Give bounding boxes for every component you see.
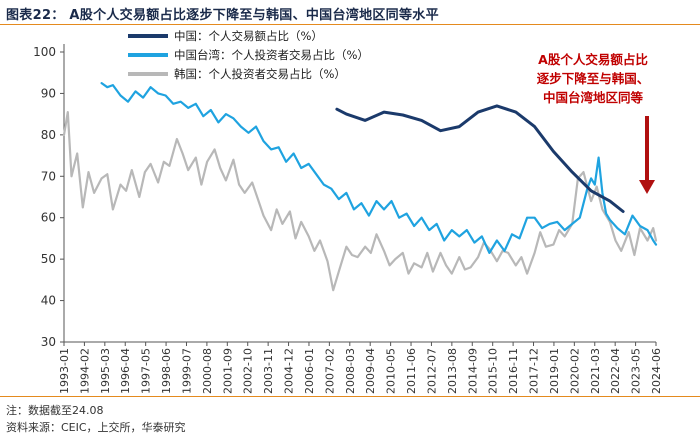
x-tick-label: 2014-09: [466, 348, 479, 394]
x-tick-label: 2000-08: [201, 348, 214, 394]
y-tick-label: 30: [41, 335, 56, 349]
x-tick-label: 1997-05: [140, 348, 153, 394]
annotation-line-1: 逐步下降至与韩国、: [537, 71, 650, 86]
chart-annotation: A股个人交易额占比逐步下降至与韩国、中国台湾地区同等: [537, 52, 655, 194]
y-tick-label: 90: [41, 86, 56, 100]
x-tick-label: 2008-03: [344, 348, 357, 394]
y-tick-label: 100: [33, 45, 56, 59]
x-tick-label: 2012-07: [425, 348, 438, 394]
x-tick-label: 2019-01: [548, 348, 561, 394]
annotation-arrow-head: [639, 180, 655, 194]
chart-lines: [62, 81, 658, 292]
x-tick-label: 2002-10: [242, 348, 255, 394]
title-divider: [0, 24, 700, 25]
y-tick-label: 50: [41, 252, 56, 266]
legend-label-0: 中国：个人交易额占比（%）: [174, 29, 323, 43]
x-tick-label: 2022-04: [609, 348, 622, 394]
footer-divider: [0, 396, 700, 397]
x-tick-label: 2016-11: [507, 348, 520, 394]
x-tick-label: 2013-08: [446, 348, 459, 394]
annotation-line-0: A股个人交易额占比: [538, 52, 648, 67]
source-note: 资料来源：CEIC，上交所，华泰研究: [6, 421, 186, 434]
footnote: 注：数据截至24.08: [6, 404, 104, 417]
x-tick-label: 1995-03: [99, 348, 112, 394]
y-tick-label: 80: [41, 128, 56, 142]
chart-axes: 30 40 50 60 70 80 90 100 1993-01 1994-02 1995-03 19…: [33, 44, 663, 394]
x-tick-label: 1999-07: [180, 348, 193, 394]
y-tick-label: 70: [41, 169, 56, 183]
y-tick-label: 60: [41, 211, 56, 225]
x-tick-label: 2024-06: [650, 348, 663, 394]
line-chart: 30 40 50 60 70 80 90 100 1993-01 1994-02 1995-03 19…: [33, 29, 663, 394]
chart-title: 图表22： A股个人交易额占比逐步下降至与韩国、中国台湾地区同等水平: [6, 8, 439, 23]
x-tick-label: 2003-11: [262, 348, 275, 394]
series-line-2: [62, 110, 658, 292]
x-tick-label: 2011-06: [405, 348, 418, 394]
chart-legend: 中国：个人交易额占比（%） 中国台湾：个人投资者交易占比（%） 韩国：个人投资者交易…: [128, 29, 369, 81]
series-line-0: [335, 104, 625, 213]
x-tick-label: 2009-04: [364, 348, 377, 394]
x-tick-label: 1993-01: [58, 348, 71, 394]
x-tick-label: 2015-10: [487, 348, 500, 394]
series-line-1: [100, 81, 658, 254]
x-tick-label: 1996-04: [119, 348, 132, 394]
y-tick-label: 40: [41, 294, 56, 308]
x-tick-label: 2006-01: [303, 348, 316, 394]
x-tick-label: 2017-12: [528, 348, 541, 394]
legend-label-2: 韩国：个人投资者交易占比（%）: [174, 67, 346, 81]
x-tick-label: 2023-05: [630, 348, 643, 394]
x-tick-label: 2007-02: [323, 348, 336, 394]
x-tick-label: 2021-03: [589, 348, 602, 394]
x-tick-label: 2001-09: [221, 348, 234, 394]
x-tick-label: 1994-02: [78, 348, 91, 394]
x-tick-label: 2010-05: [385, 348, 398, 394]
x-tick-label: 2020-02: [568, 348, 581, 394]
x-tick-label: 2004-12: [283, 348, 296, 394]
x-tick-label: 1998-06: [160, 348, 173, 394]
annotation-line-2: 中国台湾地区同等: [543, 90, 644, 105]
legend-label-1: 中国台湾：个人投资者交易占比（%）: [174, 48, 369, 62]
